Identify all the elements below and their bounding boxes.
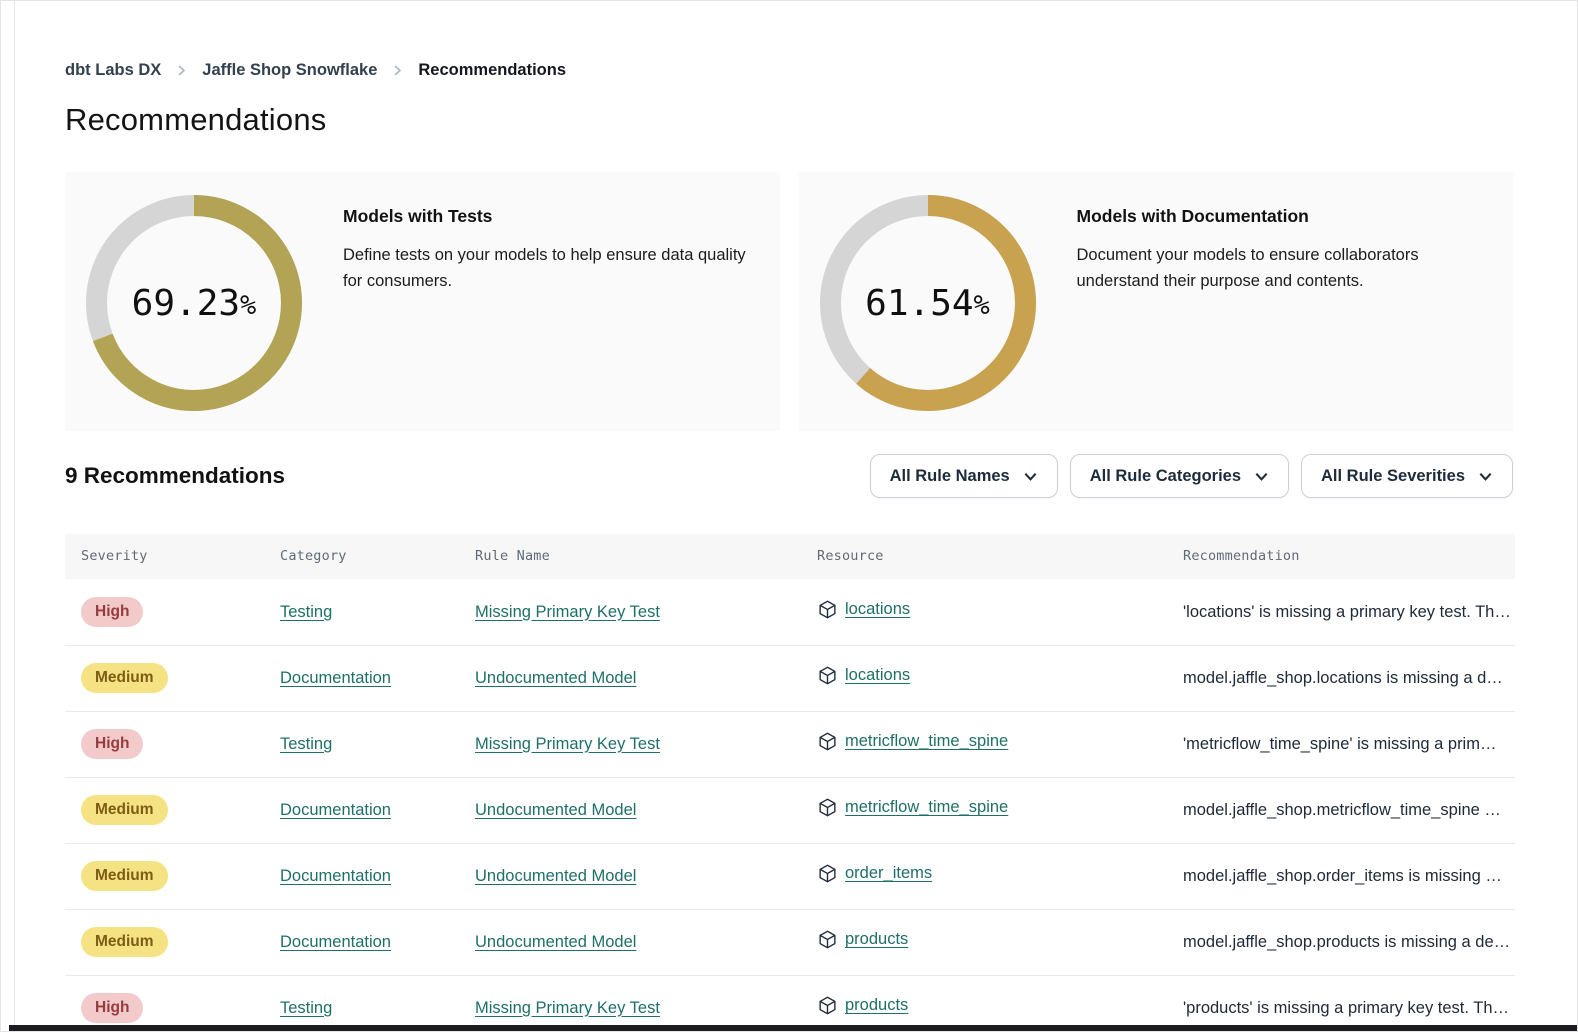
column-header-severity: Severity [65, 534, 264, 579]
severity-badge: Medium [81, 663, 168, 693]
model-cube-icon [819, 996, 836, 1015]
recommendation-text: model.jaffle_shop.order_items is missing… [1183, 866, 1502, 885]
panel-divider [14, 1, 15, 1031]
recommendation-text: model.jaffle_shop.locations is missing a… [1183, 668, 1503, 687]
resource-link[interactable]: order_items [845, 864, 933, 882]
resource-link[interactable]: metricflow_time_spine [845, 798, 1009, 816]
rule-name-link[interactable]: Undocumented Model [475, 932, 637, 951]
table-row: High Testing Missing Primary Key Test pr… [65, 975, 1515, 1032]
models-with-tests-card: 69.23% Models with Tests Define tests on… [65, 172, 780, 431]
column-header-recommendation: Recommendation [1167, 534, 1515, 579]
main-content: dbt Labs DX Jaffle Shop Snowflake Recomm… [65, 1, 1515, 1032]
filter-label: All Rule Names [889, 466, 1010, 485]
category-link[interactable]: Documentation [280, 866, 391, 885]
severity-badge: Medium [81, 861, 168, 891]
resource-link[interactable]: locations [845, 666, 911, 684]
column-header-rule-name: Rule Name [459, 534, 801, 579]
chevron-right-icon [178, 65, 186, 76]
documentation-donut-chart: 61.54% [819, 195, 1036, 411]
recommendations-count: 9 Recommendations [65, 463, 286, 488]
severity-badge: High [81, 993, 144, 1023]
recommendation-text: 'metricflow_time_spine' is missing a pri… [1183, 734, 1497, 753]
rule-names-filter-dropdown[interactable]: All Rule Names [869, 454, 1058, 498]
severity-badge: Medium [81, 927, 168, 957]
page-title: Recommendations [65, 102, 327, 137]
rule-name-link[interactable]: Undocumented Model [475, 866, 637, 885]
filter-label: All Rule Severities [1321, 466, 1465, 485]
table-header-row: Severity Category Rule Name Resource Rec… [65, 534, 1515, 579]
column-header-category: Category [264, 534, 459, 579]
rule-severities-filter-dropdown[interactable]: All Rule Severities [1301, 454, 1513, 498]
table-row: High Testing Missing Primary Key Test me… [65, 711, 1515, 778]
model-cube-icon [819, 930, 836, 949]
category-link[interactable]: Testing [280, 734, 333, 753]
model-cube-icon [819, 864, 836, 883]
card-description: Document your models to ensure collabora… [1076, 246, 1419, 291]
resource-link[interactable]: products [845, 996, 909, 1014]
breadcrumb-item-current: Recommendations [418, 61, 567, 79]
chevron-down-icon [1479, 472, 1492, 481]
table-row: High Testing Missing Primary Key Test lo… [65, 578, 1515, 646]
resource-link[interactable]: metricflow_time_spine [845, 732, 1009, 750]
chevron-down-icon [1255, 472, 1268, 481]
recommendation-text: model.jaffle_shop.metricflow_time_spine … [1183, 800, 1501, 819]
table-row: Medium Documentation Undocumented Model … [65, 843, 1515, 910]
rule-name-link[interactable]: Undocumented Model [475, 800, 637, 819]
metric-cards: 69.23% Models with Tests Define tests on… [65, 172, 1513, 431]
recommendation-text: 'products' is missing a primary key test… [1183, 998, 1510, 1017]
filter-bar: All Rule Names All Rule Categories All R… [869, 454, 1513, 498]
model-cube-icon [819, 666, 836, 685]
card-title: Models with Documentation [1076, 206, 1309, 226]
category-link[interactable]: Documentation [280, 668, 391, 687]
card-title: Models with Tests [343, 206, 493, 226]
filter-label: All Rule Categories [1089, 466, 1242, 485]
severity-badge: High [81, 729, 144, 759]
rule-name-link[interactable]: Undocumented Model [475, 668, 637, 687]
breadcrumb-item-project[interactable]: Jaffle Shop Snowflake [202, 61, 378, 79]
recommendations-table: Severity Category Rule Name Resource Rec… [65, 534, 1515, 1032]
breadcrumb: dbt Labs DX Jaffle Shop Snowflake Recomm… [65, 61, 1513, 80]
category-link[interactable]: Documentation [280, 932, 391, 951]
models-with-documentation-card: 61.54% Models with Documentation Documen… [798, 172, 1513, 431]
breadcrumb-item-account[interactable]: dbt Labs DX [65, 61, 162, 79]
recommendation-text: model.jaffle_shop.products is missing a … [1183, 932, 1511, 951]
table-row: Medium Documentation Undocumented Model … [65, 909, 1515, 976]
table-row: Medium Documentation Undocumented Model … [65, 645, 1515, 712]
rule-name-link[interactable]: Missing Primary Key Test [475, 734, 660, 753]
model-cube-icon [819, 732, 836, 751]
severity-badge: Medium [81, 795, 168, 825]
horizontal-scrollbar-thumb[interactable] [9, 1025, 1577, 1031]
chevron-right-icon [394, 65, 402, 76]
tests-donut-chart: 69.23% [86, 195, 302, 411]
category-link[interactable]: Testing [280, 998, 333, 1017]
category-link[interactable]: Documentation [280, 800, 391, 819]
recommendation-text: 'locations' is missing a primary key tes… [1183, 602, 1511, 621]
resource-link[interactable]: locations [845, 600, 911, 618]
documentation-percentage: 61.54% [865, 282, 990, 324]
card-description: Define tests on your models to help ensu… [343, 246, 746, 291]
rule-name-link[interactable]: Missing Primary Key Test [475, 998, 660, 1017]
model-cube-icon [819, 798, 836, 817]
column-header-resource: Resource [801, 534, 1167, 579]
tests-percentage: 69.23% [131, 282, 257, 324]
category-link[interactable]: Testing [280, 602, 333, 621]
rule-categories-filter-dropdown[interactable]: All Rule Categories [1069, 454, 1290, 498]
severity-badge: High [81, 597, 144, 627]
table-row: Medium Documentation Undocumented Model … [65, 777, 1515, 844]
chevron-down-icon [1024, 472, 1037, 481]
recommendations-table-body: High Testing Missing Primary Key Test lo… [65, 578, 1515, 1032]
rule-name-link[interactable]: Missing Primary Key Test [475, 602, 660, 621]
model-cube-icon [819, 600, 836, 619]
resource-link[interactable]: products [845, 930, 909, 948]
